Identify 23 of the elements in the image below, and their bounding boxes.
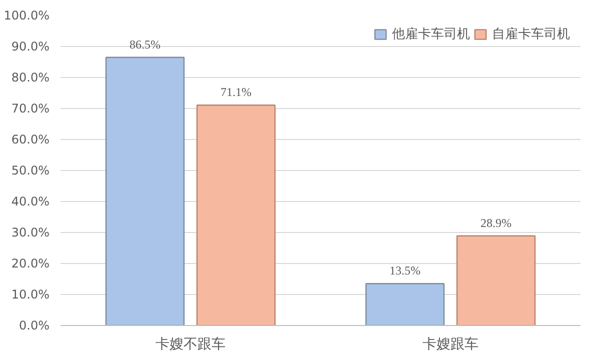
data-label: 28.9%: [480, 216, 512, 230]
legend-label: 他雇卡车司机: [392, 26, 470, 43]
bar: [196, 104, 276, 326]
bar: [456, 235, 536, 326]
x-tick-label: 卡嫂跟车: [422, 336, 478, 352]
y-tick-label: 10.0%: [11, 288, 50, 302]
bar: [365, 283, 445, 326]
bar: [105, 56, 185, 326]
data-label: 13.5%: [390, 264, 420, 278]
x-tick-label: 卡嫂不跟车: [156, 336, 226, 352]
y-tick-label: 20.0%: [11, 256, 50, 270]
y-tick-label: 60.0%: [11, 132, 50, 146]
y-tick-label: 40.0%: [11, 194, 50, 208]
y-tick-label: 30.0%: [11, 226, 50, 240]
legend-label: 自雇卡车司机: [492, 26, 570, 43]
y-tick-label: 80.0%: [11, 70, 50, 84]
y-tick-label: 0.0%: [19, 318, 50, 332]
y-tick-label: 90.0%: [11, 40, 50, 54]
y-tick-label: 100.0%: [4, 8, 50, 22]
data-label: 86.5%: [130, 37, 160, 52]
y-tick-label: 50.0%: [11, 164, 50, 178]
data-label: 71.1%: [220, 85, 252, 100]
y-tick-label: 70.0%: [11, 102, 50, 116]
